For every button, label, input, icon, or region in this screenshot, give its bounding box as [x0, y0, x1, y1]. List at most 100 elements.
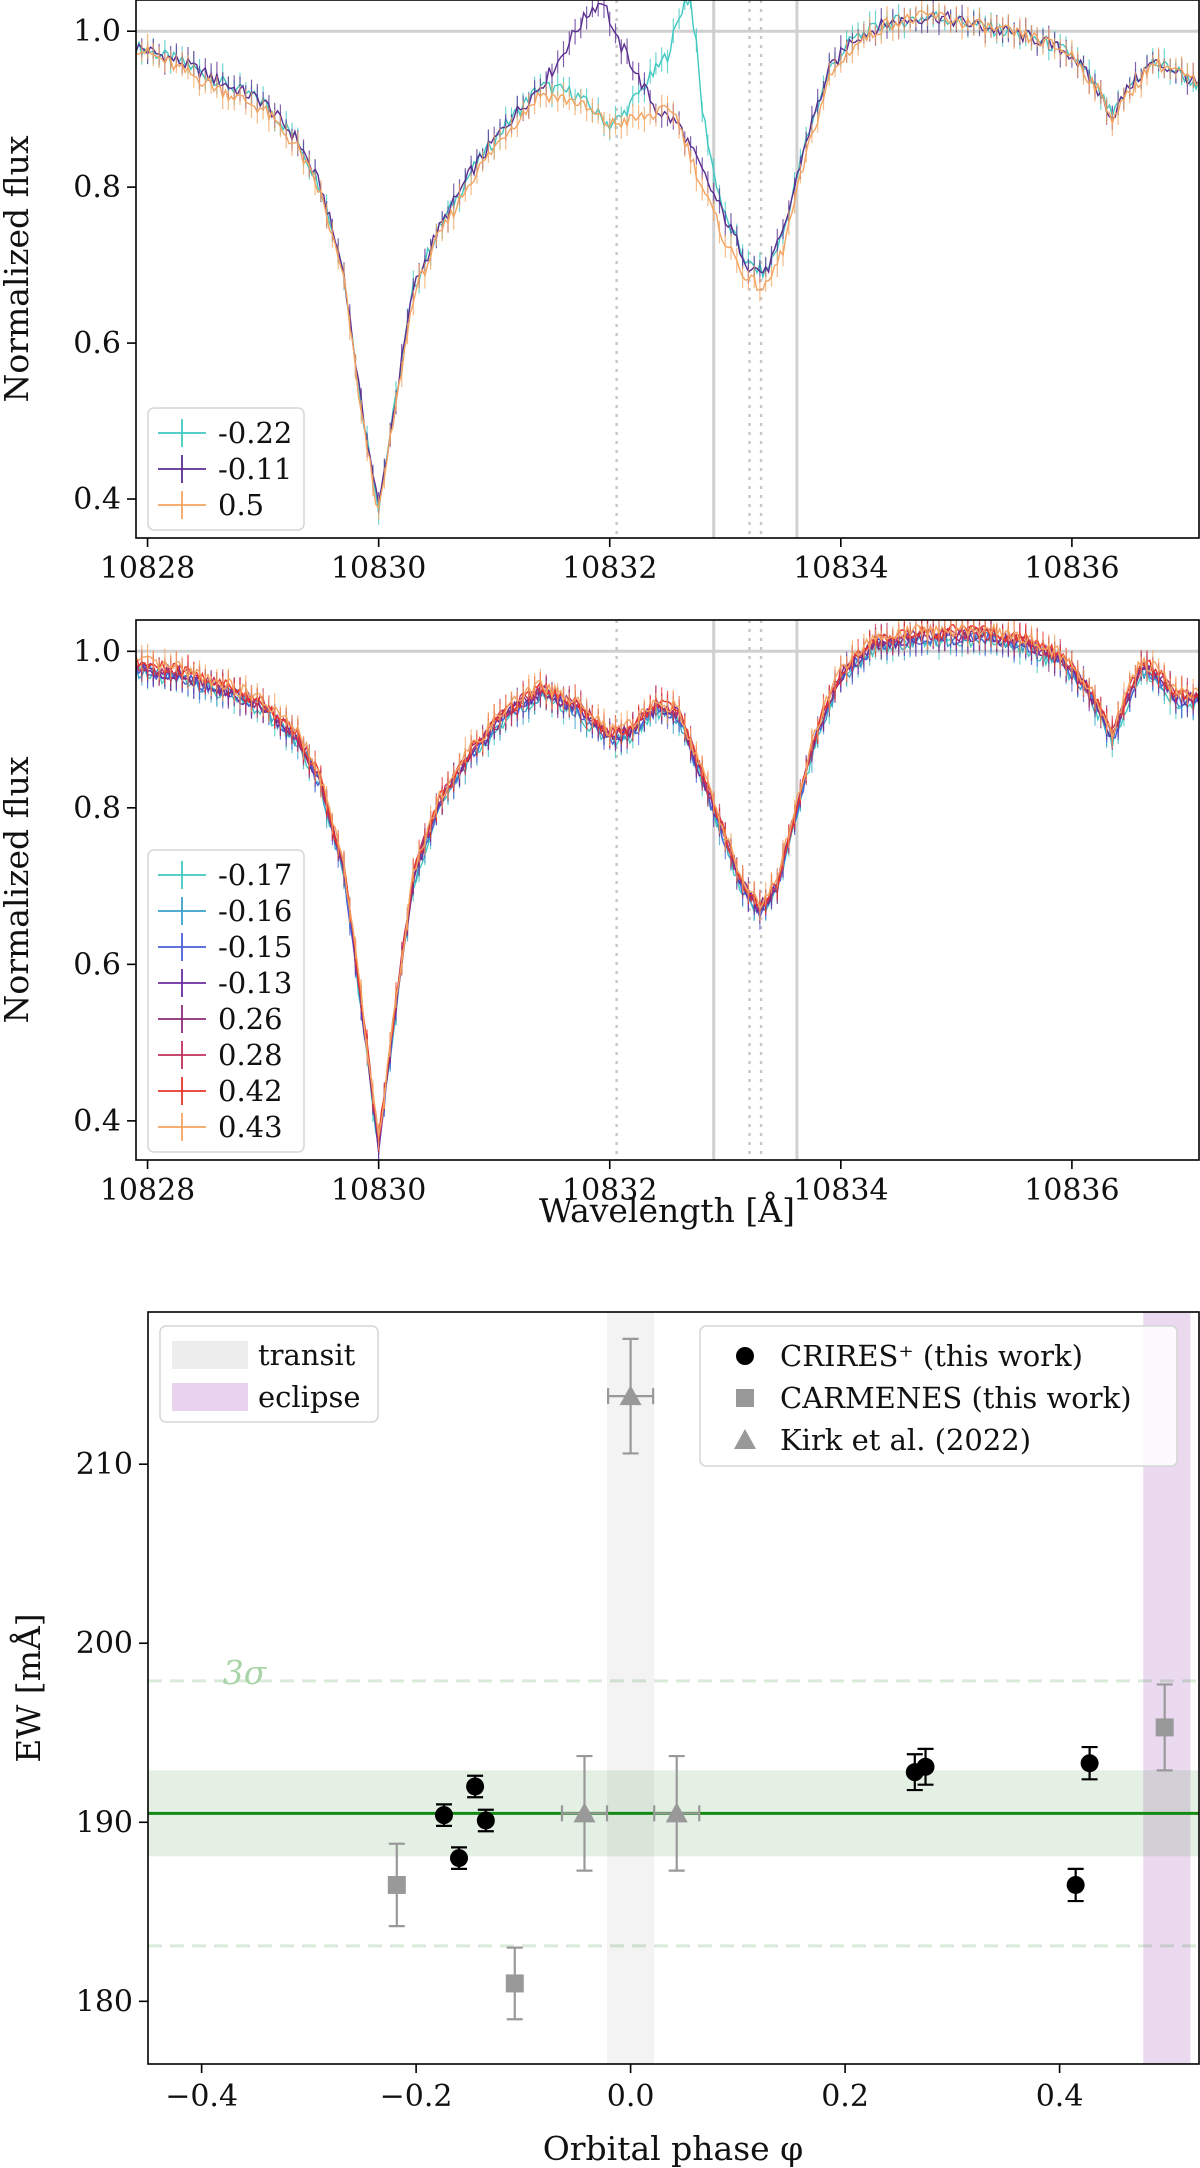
middle-panel-reference-lines [136, 620, 1199, 1160]
data-point-circle [1080, 1754, 1099, 1773]
legend-item: 0.26 [158, 1002, 283, 1036]
y-tick-label: 180 [76, 1984, 133, 2019]
data-point-square [505, 1974, 524, 1993]
ew-measurement [466, 1774, 485, 1799]
legend-label: -0.15 [218, 930, 292, 964]
data-point-circle [1066, 1875, 1085, 1894]
ew-measurement [1155, 1683, 1174, 1772]
y-tick-label: 0.6 [73, 326, 121, 361]
data-point-circle [434, 1806, 453, 1825]
bottom-panel-ticks: −0.4 −0.2 0.0 0.2 0.4 180 190 200 210 [76, 1447, 1084, 2114]
ew-measurement [1066, 1867, 1085, 1903]
middle-panel-frame [135, 619, 1200, 1161]
x-tick-label: 10828 [100, 1173, 195, 1208]
legend-label: CRIRES⁺ (this work) [780, 1339, 1083, 1373]
middle-panel-ylabel: Normalized flux [0, 756, 36, 1023]
legend-label: -0.22 [218, 416, 292, 450]
bottom-panel-xlabel: Orbital phase φ [543, 2129, 804, 2168]
ew-measurement [434, 1803, 453, 1827]
ew-measurement [450, 1846, 469, 1870]
legend-item: 0.42 [158, 1074, 283, 1108]
x-tick-label: 0.4 [1036, 2079, 1084, 2114]
y-tick-label: 0.8 [73, 170, 121, 205]
spectrum-series [136, 0, 1199, 520]
x-tick-label: 10834 [793, 551, 888, 586]
legend-item: CARMENES (this work) [736, 1381, 1132, 1415]
x-tick-label: 10836 [1024, 1173, 1119, 1208]
legend-label: CARMENES (this work) [780, 1381, 1132, 1415]
bottom-panel: 3σ −0.4 −0.2 0.0 0.2 0.4 180 190 200 210 EW [mÅ]… [8, 1311, 1200, 2168]
y-tick-label: 190 [76, 1805, 133, 1840]
legend-label: 0.42 [218, 1074, 283, 1108]
ew-measurement [387, 1842, 406, 1928]
x-tick-label: −0.4 [165, 2079, 238, 2114]
data-point-square [387, 1875, 406, 1894]
ew-series [434, 1745, 1099, 1903]
middle-panel-ticks: 10828 10830 10832 10834 10836 0.4 0.6 0.8 1.0 [73, 634, 1119, 1208]
transit-swatch [172, 1341, 248, 1369]
data-point-square [736, 1389, 754, 1407]
legend-label: -0.13 [218, 966, 292, 1000]
x-tick-label: 10830 [331, 1173, 426, 1208]
legend-item: 0.28 [158, 1038, 283, 1072]
data-point-circle [476, 1811, 495, 1830]
legend-item: 0.43 [158, 1110, 283, 1144]
ew-measurement [505, 1946, 524, 2021]
three-sigma-label: 3σ [223, 1653, 268, 1692]
spectrum-line [136, 622, 1199, 1137]
legend-label: 0.5 [218, 488, 264, 522]
ew-series [560, 1337, 701, 1872]
y-tick-label: 0.8 [73, 791, 121, 826]
legend-item: eclipse [172, 1380, 361, 1414]
x-tick-label: 0.2 [821, 2079, 869, 2114]
x-tick-label: 10832 [562, 551, 657, 586]
spectrum-line [136, 9, 1199, 510]
legend-item: Kirk et al. (2022) [734, 1423, 1031, 1457]
y-tick-label: 0.4 [73, 482, 121, 517]
data-point-triangle [665, 1802, 688, 1823]
legend-label: 0.26 [218, 1002, 283, 1036]
x-tick-label: −0.2 [380, 2079, 453, 2114]
ew-measurement [560, 1754, 609, 1872]
eclipse-swatch [172, 1383, 248, 1411]
ew-measurement [1080, 1745, 1099, 1781]
legend-item: -0.17 [158, 858, 292, 892]
legend-label: eclipse [258, 1380, 361, 1414]
data-point-circle [736, 1347, 754, 1365]
data-point-circle [450, 1849, 469, 1868]
legend-item: CRIRES⁺ (this work) [736, 1339, 1083, 1373]
top-panel-series [136, 0, 1199, 525]
y-tick-label: 0.6 [73, 947, 121, 982]
legend-label: -0.11 [218, 452, 292, 486]
legend-label: transit [258, 1338, 356, 1372]
middle-panel-legend: -0.17-0.16-0.15-0.130.260.280.420.43 [147, 849, 305, 1153]
legend-label: Kirk et al. (2022) [780, 1423, 1031, 1457]
y-tick-label: 1.0 [73, 634, 121, 669]
top-panel-frame [135, 0, 1200, 539]
top-panel-ticks: 10828 10830 10832 10834 10836 0.4 0.6 0.8 1.0 [73, 14, 1119, 586]
legend-box [699, 1325, 1178, 1467]
x-tick-label: 10830 [331, 551, 426, 586]
data-point-triangle [619, 1385, 642, 1406]
legend-label: 0.43 [218, 1110, 283, 1144]
legend-item: 0.5 [158, 488, 264, 522]
legend-box [147, 407, 305, 531]
legend-box [147, 849, 305, 1153]
middle-panel-xlabel: Wavelength [Å] [539, 1190, 795, 1230]
legend-label: -0.17 [218, 858, 292, 892]
ew-measurement [476, 1808, 495, 1833]
legend-item: -0.13 [158, 966, 292, 1000]
bottom-panel-region-legend: transit eclipse [159, 1325, 379, 1423]
legend-item: -0.22 [158, 416, 292, 450]
top-panel-reference-lines [136, 0, 1199, 538]
x-tick-label: 10834 [793, 1173, 888, 1208]
data-point-square [1155, 1718, 1174, 1737]
legend-label: -0.16 [218, 894, 292, 928]
x-tick-label: 10832 [562, 1173, 657, 1208]
legend-item: -0.15 [158, 930, 292, 964]
middle-panel: 10828 10830 10832 10834 10836 0.4 0.6 0.8 1.0 No… [0, 619, 1200, 1230]
ew-measurement [916, 1747, 935, 1786]
y-tick-label: 1.0 [73, 14, 121, 49]
bottom-panel-ylabel: EW [mÅ] [8, 1613, 48, 1762]
